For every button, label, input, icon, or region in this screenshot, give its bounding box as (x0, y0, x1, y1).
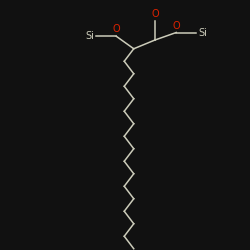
Text: O: O (112, 24, 120, 34)
Text: Si: Si (86, 31, 94, 41)
Text: O: O (151, 9, 159, 19)
Text: Si: Si (198, 28, 207, 38)
Text: O: O (172, 20, 180, 30)
